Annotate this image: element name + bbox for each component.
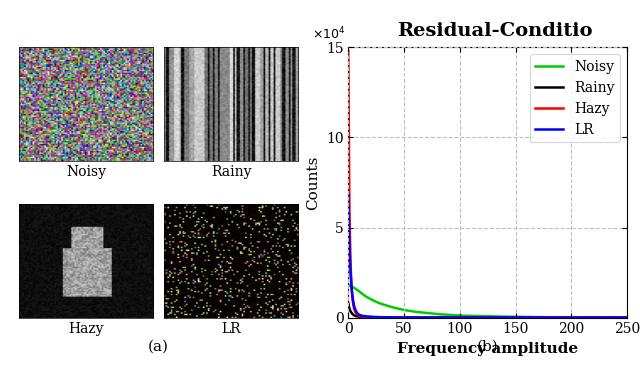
Rainy xyxy=(617,315,625,320)
X-axis label: Frequency amplitude: Frequency amplitude xyxy=(397,342,579,356)
LR xyxy=(344,193,352,197)
Noisy xyxy=(573,315,580,320)
Rainy xyxy=(511,315,518,320)
Text: (a): (a) xyxy=(148,340,169,354)
Noisy xyxy=(477,314,484,318)
Legend: Noisy, Rainy, Hazy, LR: Noisy, Rainy, Hazy, LR xyxy=(530,54,620,142)
Noisy xyxy=(344,283,352,287)
Hazy xyxy=(479,315,486,320)
Noisy xyxy=(623,315,631,320)
Hazy xyxy=(344,49,352,53)
LR xyxy=(623,315,631,320)
Rainy xyxy=(573,315,580,320)
Line: Hazy: Hazy xyxy=(348,51,627,318)
Rainy xyxy=(623,315,631,320)
Noisy xyxy=(511,315,518,319)
Hazy xyxy=(477,315,484,320)
Rainy xyxy=(479,315,486,320)
Rainy xyxy=(344,301,352,306)
Line: Rainy: Rainy xyxy=(348,303,627,318)
X-axis label: Rainy: Rainy xyxy=(211,165,252,179)
Noisy xyxy=(495,314,503,319)
Hazy xyxy=(495,315,503,320)
LR xyxy=(495,315,503,320)
LR xyxy=(511,315,518,320)
X-axis label: Hazy: Hazy xyxy=(68,322,104,336)
Y-axis label: Counts: Counts xyxy=(307,155,320,210)
LR xyxy=(477,315,484,320)
X-axis label: Noisy: Noisy xyxy=(67,165,106,179)
Text: Residual-Conditio: Residual-Conditio xyxy=(397,22,592,40)
Line: LR: LR xyxy=(348,195,627,318)
Hazy xyxy=(511,315,518,320)
Noisy xyxy=(479,314,486,318)
LR xyxy=(617,315,625,320)
Rainy xyxy=(495,315,503,320)
Rainy xyxy=(477,315,484,320)
Hazy xyxy=(573,315,580,320)
Hazy xyxy=(623,315,631,320)
LR xyxy=(573,315,580,320)
X-axis label: LR: LR xyxy=(221,322,241,336)
Hazy xyxy=(617,315,625,320)
Noisy xyxy=(617,315,625,320)
Line: Noisy: Noisy xyxy=(348,285,627,318)
Text: (b): (b) xyxy=(477,340,499,354)
LR xyxy=(479,315,486,320)
Text: $\times10^4$: $\times10^4$ xyxy=(312,26,346,42)
